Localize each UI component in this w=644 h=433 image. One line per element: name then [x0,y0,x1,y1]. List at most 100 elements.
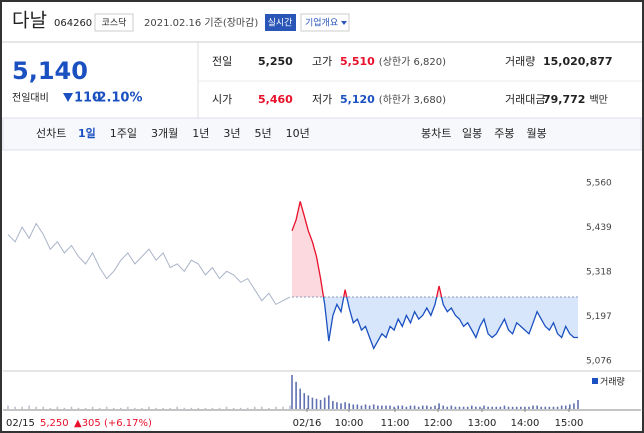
volume-bar [344,402,346,409]
stat-unit: 백만 [589,94,607,106]
realtime-badge[interactable] [265,14,296,31]
volume-bar [426,405,428,409]
y-tick-label: 5,560 [586,179,612,189]
volume-bar [211,407,214,409]
tab[interactable]: 1년 [192,127,209,140]
x-tick-label: 13:00 [468,418,497,429]
volume-bar [120,407,122,409]
tab-bar [2,117,642,151]
footer-date: 02/15 [6,418,35,429]
info-button[interactable] [300,13,350,32]
footer-change: ▲305 (+6.17%) [74,418,152,429]
stat-label: 거래대금 [505,93,545,106]
x-tick-label: 10:00 [335,418,364,429]
x-tick-label: 11:00 [381,418,410,429]
volume-bar [560,405,563,409]
volume-bar [385,405,387,409]
volume-bar [548,406,551,409]
volume-bar [434,405,436,409]
stat-label: 고가 [312,55,332,68]
volume-bar [348,403,350,409]
market: 코스닥 [102,18,127,29]
volume-bar [112,407,115,409]
x-tick-label: 02/16 [293,418,322,429]
company-info[interactable]: 기업개요 [305,18,338,29]
tab[interactable]: 5년 [255,127,272,140]
volume-bar [190,407,193,409]
volume-bar [462,406,465,409]
tab-label: 선차트 [36,127,66,140]
volume-bar [340,403,342,409]
volume-bar [134,407,136,409]
volume-bar [405,406,408,409]
volume-bar [438,403,440,409]
realtime[interactable]: 실시간 [268,18,293,29]
tab[interactable]: 3개월 [151,127,178,140]
volume-bar [327,395,330,409]
volume-bar [319,399,322,409]
volume-bar [35,406,37,409]
volume-bar [127,406,129,409]
volume-bar [479,406,481,409]
stat-label: 저가 [312,93,332,106]
volume-bar [421,405,424,409]
tab[interactable]: 주봉 [494,127,514,140]
market-badge [94,13,134,32]
dropdown-arrow [341,21,347,25]
x-tick-label: 14:00 [511,418,540,429]
volume-bar [246,407,249,409]
volume-bar [307,395,310,409]
volume-bar [352,404,355,409]
tab[interactable]: 일봉 [462,126,482,140]
change-rate: -2.10% [92,91,143,106]
volume-bar [544,406,547,409]
volume-bar [573,403,575,409]
volume-bar [413,405,416,409]
volume-bar [239,407,242,409]
volume-bar [261,406,263,409]
volume-bar [475,406,477,409]
current-price: 5,140 [12,57,88,85]
footer-price: 5,250 [40,418,69,429]
volume-bar [450,405,453,409]
volume-bar [299,388,301,409]
volume-bar [98,407,101,409]
up-area [292,201,442,297]
volume-bar [28,405,30,409]
price-line [7,222,291,306]
volume-bar [524,406,526,409]
volume-bar [336,402,338,409]
volume-bar [499,406,502,409]
stat-value: 79,772 [543,93,585,106]
tab[interactable]: 1일 [78,126,96,140]
volume-bar [397,405,400,409]
x-tick-label: 15:00 [555,418,584,429]
date: 2021.02.16 기준(장마감) [144,17,258,29]
volume-bar [364,404,367,409]
volume-bar [368,405,371,409]
tab[interactable]: 3년 [223,127,240,140]
stat-value: 5,460 [258,93,293,106]
stat-value: 5,510 [340,55,375,68]
volume-bar [556,406,559,409]
volume-bar [332,401,334,409]
volume-bar [536,405,538,409]
change: 110 [74,91,101,106]
stat-value: 5,120 [340,93,375,106]
tab[interactable]: 월봉 [527,127,547,140]
volume-bar [417,406,420,409]
tabs: 선차트 1일 1주일 3개월 1년 3년 5년 10년 봉차트 일봉 주봉 월봉 [36,126,547,140]
volume-bar [511,406,514,409]
tab-label: 봉차트 [421,127,451,140]
stat-value: 15,020,877 [543,55,613,68]
volume-bar [315,398,318,409]
tab[interactable]: 1주일 [110,126,137,140]
volume-bar [49,407,52,409]
change-label: 전일대비 [12,92,49,104]
volume-bar [401,405,404,409]
volume-bar [503,405,506,409]
volume-bar [577,399,579,409]
tab[interactable]: 10년 [286,127,310,140]
